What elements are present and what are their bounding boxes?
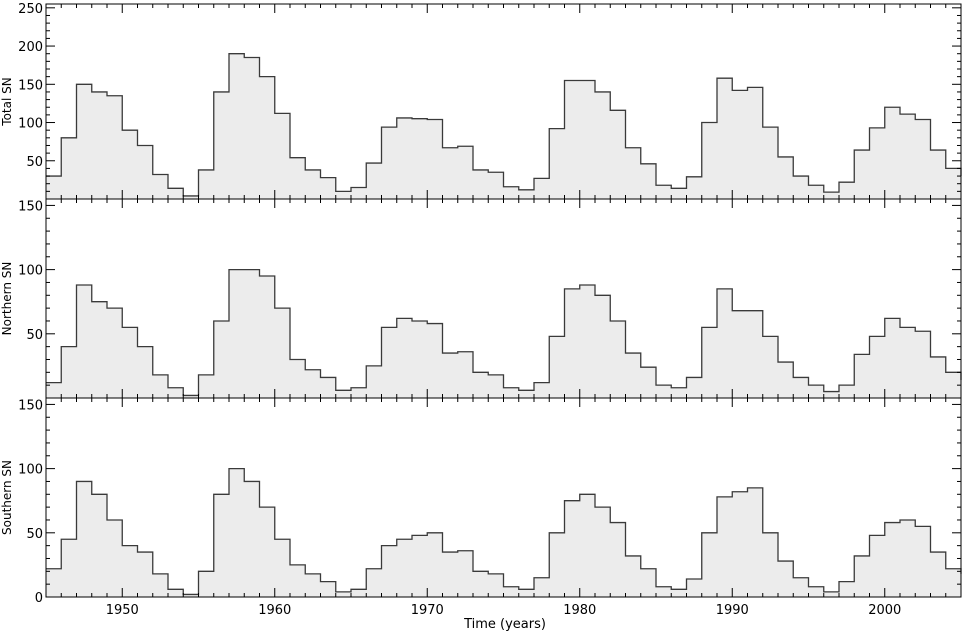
y-tick-label: 0 <box>35 591 43 606</box>
panel-frame-2 <box>45 198 962 399</box>
y-tick-label: 50 <box>26 328 43 343</box>
x-tick-label: 2000 <box>868 603 901 618</box>
y-axis-label-panel-3: Southern SN <box>0 460 14 535</box>
y-tick-label: 100 <box>18 117 43 132</box>
x-tick-label: 1990 <box>716 603 749 618</box>
y-tick-label: 50 <box>26 155 43 170</box>
x-tick-label: 1950 <box>106 603 139 618</box>
panel-frame-3 <box>45 397 962 598</box>
y-axis-label-panel-2: Northern SN <box>0 262 14 336</box>
y-tick-label: 100 <box>18 463 43 478</box>
panel-frame-1 <box>45 3 962 200</box>
x-axis-label: Time (years) <box>463 617 546 632</box>
y-tick-label: 100 <box>18 264 43 279</box>
x-tick-label: 1980 <box>563 603 596 618</box>
series-line-panel-1 <box>46 53 962 197</box>
y-tick-label: 150 <box>18 199 43 214</box>
area-fill-panel-3 <box>46 468 961 597</box>
x-tick-label: 1970 <box>411 603 444 618</box>
y-tick-label: 150 <box>18 78 43 93</box>
series-line-panel-3 <box>46 467 962 596</box>
y-tick-label: 250 <box>18 2 43 17</box>
series-line-panel-2 <box>46 268 962 397</box>
y-tick-label: 150 <box>18 398 43 413</box>
x-tick-label: 1960 <box>258 603 291 618</box>
y-tick-label: 200 <box>18 40 43 55</box>
y-tick-label: 50 <box>26 527 43 542</box>
y-axis-label-panel-1: Total SN <box>0 77 14 126</box>
